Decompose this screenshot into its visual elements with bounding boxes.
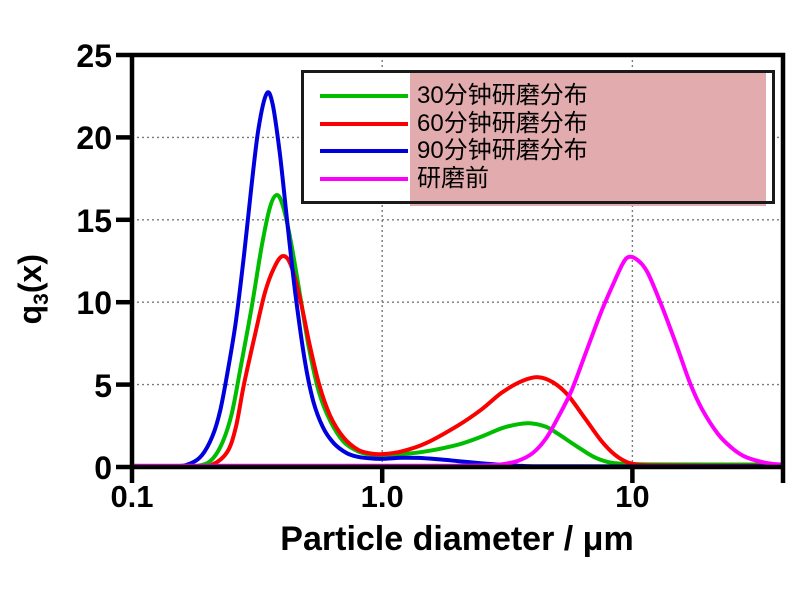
legend-item-label: 90分钟研磨分布 <box>417 137 588 165</box>
legend-item-3: 研磨前 <box>301 165 775 193</box>
legend-item-label: 研磨前 <box>417 165 489 193</box>
legend-item-0: 30分钟研磨分布 <box>301 82 775 110</box>
legend-item-label: 60分钟研磨分布 <box>417 109 588 137</box>
legend-line-sample <box>320 94 408 98</box>
legend-line-sample <box>320 121 408 126</box>
plot-frame <box>129 52 786 470</box>
x-tick-label-0.1: 0.1 <box>110 479 154 514</box>
legend-line-sample <box>320 177 408 182</box>
curve-series-1 <box>132 254 783 469</box>
x-tick-label-1.0: 1.0 <box>360 479 404 514</box>
legend-line-sample <box>320 149 408 154</box>
y-tick-label-0: 0 <box>94 450 112 486</box>
x-tick-label-10: 10 <box>615 479 650 514</box>
x-axis-title: Particle diameter / μm <box>280 520 634 558</box>
y-tick-label-5: 5 <box>94 367 112 404</box>
legend-item-2: 90分钟研磨分布 <box>301 137 775 165</box>
legend-border <box>301 70 775 204</box>
y-tick-label-20: 20 <box>76 120 112 157</box>
legend-item-1: 60分钟研磨分布 <box>301 110 775 138</box>
y-tick-label-25: 25 <box>76 38 112 74</box>
y-tick-label-15: 15 <box>76 202 112 239</box>
curve-series-2 <box>132 90 783 469</box>
legend-item-label: 30分钟研磨分布 <box>417 82 588 109</box>
legend-highlight <box>410 73 766 206</box>
y-tick-label-10: 10 <box>76 285 112 322</box>
